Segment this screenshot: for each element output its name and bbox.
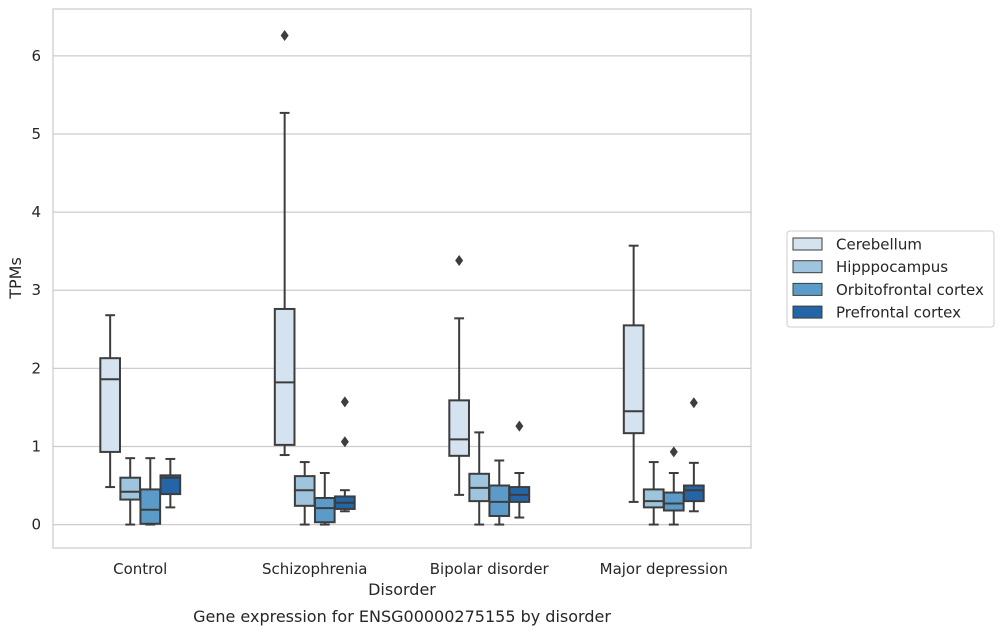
box-prefrontal-cortex bbox=[159, 457, 182, 509]
box-hipppocampus bbox=[642, 461, 665, 526]
box-prefrontal-cortex bbox=[508, 420, 531, 519]
box-cerebellum bbox=[448, 255, 470, 496]
box-iqr bbox=[273, 307, 296, 446]
x-tick-label: Control bbox=[113, 560, 167, 578]
x-tick-labels: Control Schizophrenia Bipolar disorder Majo… bbox=[113, 560, 728, 578]
outlier-point bbox=[455, 255, 464, 267]
plot-frame bbox=[52, 8, 752, 549]
box-iqr bbox=[119, 476, 142, 501]
legend-label: Prefrontal cortex bbox=[836, 304, 961, 322]
box-iqr bbox=[488, 484, 511, 517]
box-iqr bbox=[683, 484, 705, 503]
legend-swatch bbox=[792, 282, 823, 296]
y-tick-label: 5 bbox=[31, 125, 41, 143]
x-tick-label: Major depression bbox=[600, 560, 728, 578]
x-axis-label: Disorder bbox=[368, 580, 436, 599]
box-orbitofrontal-cortex bbox=[313, 472, 336, 526]
y-axis-label: TPMs bbox=[6, 257, 25, 300]
box-iqr bbox=[622, 324, 645, 435]
chart-caption: Gene expression for ENSG00000275155 by d… bbox=[193, 607, 611, 626]
x-tick-label: Schizophrenia bbox=[262, 560, 367, 578]
box-iqr bbox=[159, 474, 182, 496]
outlier-point bbox=[515, 420, 524, 432]
box-orbitofrontal-cortex bbox=[662, 446, 685, 526]
box-iqr bbox=[99, 357, 121, 453]
y-tick-label: 0 bbox=[31, 516, 41, 534]
legend-swatch bbox=[792, 260, 823, 274]
y-tick-label: 3 bbox=[31, 281, 41, 299]
box-orbitofrontal-cortex bbox=[488, 459, 511, 526]
legend-label: Cerebellum bbox=[836, 236, 922, 254]
x-tick-label: Bipolar disorder bbox=[430, 560, 550, 578]
box-iqr bbox=[139, 488, 162, 525]
outlier-point bbox=[340, 396, 349, 408]
box-cerebellum bbox=[273, 30, 296, 457]
y-tick-labels: 0 1 2 3 4 5 6 bbox=[31, 47, 41, 534]
box-iqr bbox=[642, 488, 665, 509]
outlier-point bbox=[340, 436, 349, 448]
legend-swatch bbox=[792, 305, 823, 319]
y-tick-label: 6 bbox=[31, 47, 41, 65]
box-iqr bbox=[448, 399, 470, 457]
legend-label: Orbitofrontal cortex bbox=[836, 281, 984, 299]
box-cerebellum bbox=[622, 244, 645, 503]
outlier-point bbox=[280, 30, 289, 42]
box-series bbox=[99, 30, 705, 526]
legend-label: Hipppocampus bbox=[836, 258, 948, 276]
box-orbitofrontal-cortex bbox=[139, 457, 162, 526]
y-tick-label: 4 bbox=[31, 203, 41, 221]
plot-area bbox=[53, 9, 751, 548]
y-tick-label: 2 bbox=[31, 359, 41, 377]
y-gridlines bbox=[53, 55, 751, 526]
legend-frame bbox=[786, 230, 995, 328]
outlier-point bbox=[689, 397, 698, 409]
legend: Cerebellum Hipppocampus Orbitofrontal cort… bbox=[786, 230, 995, 328]
box-prefrontal-cortex bbox=[683, 397, 705, 513]
legend-swatch bbox=[792, 237, 823, 251]
box-cerebellum bbox=[99, 314, 121, 489]
y-tick-label: 1 bbox=[31, 437, 41, 455]
box-hipppocampus bbox=[293, 461, 316, 526]
box-iqr bbox=[313, 497, 336, 524]
outlier-point bbox=[669, 446, 678, 458]
box-prefrontal-cortex bbox=[334, 396, 356, 513]
box-iqr bbox=[662, 491, 685, 512]
